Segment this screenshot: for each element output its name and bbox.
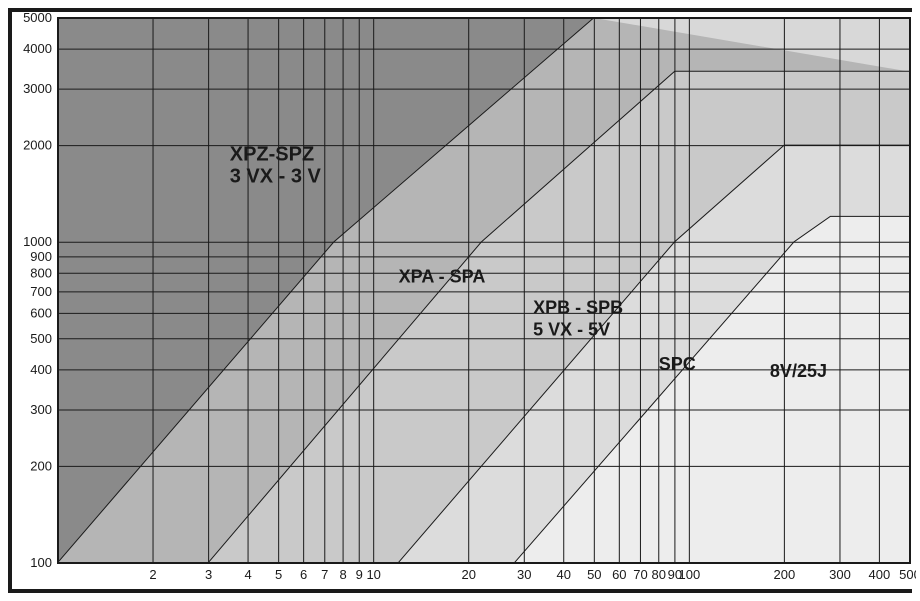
y-tick-label: 2000 (23, 138, 52, 153)
x-tick-label: 50 (587, 567, 601, 582)
region-label-8v-25j: 8V/25J (770, 361, 827, 381)
x-tick-label: 300 (829, 567, 851, 582)
x-tick-label: 10 (366, 567, 380, 582)
x-tick-label: 80 (652, 567, 666, 582)
y-tick-label: 100 (30, 555, 52, 570)
x-tick-label: 7 (321, 567, 328, 582)
x-tick-label: 60 (612, 567, 626, 582)
region-label-xpa-spa: XPA - SPA (399, 266, 486, 286)
x-tick-label: 5 (275, 567, 282, 582)
y-tick-label: 500 (30, 331, 52, 346)
x-tick-label: 500 (899, 567, 916, 582)
y-tick-label: 300 (30, 402, 52, 417)
x-tick-label: 40 (556, 567, 570, 582)
y-tick-label: 5000 (23, 12, 52, 25)
y-tick-label: 3000 (23, 81, 52, 96)
belt-selection-chart: 2345678910203040506070809010020030040050… (8, 8, 912, 593)
x-tick-label: 8 (339, 567, 346, 582)
x-tick-label: 20 (461, 567, 475, 582)
x-tick-label: 9 (356, 567, 363, 582)
x-tick-label: 70 (633, 567, 647, 582)
x-tick-label: 2 (149, 567, 156, 582)
y-tick-label: 400 (30, 362, 52, 377)
region-label-xpz-spz: 3 VX - 3 V (230, 165, 322, 187)
x-tick-label: 400 (869, 567, 891, 582)
region-label-xpb-spb: XPB - SPB (533, 297, 623, 317)
region-label-xpz-spz: XPZ-SPZ (230, 143, 314, 165)
y-tick-label: 200 (30, 458, 52, 473)
y-tick-label: 700 (30, 284, 52, 299)
y-tick-label: 600 (30, 305, 52, 320)
x-tick-label: 100 (679, 567, 701, 582)
x-tick-label: 30 (517, 567, 531, 582)
region-label-xpb-spb: 5 VX - 5V (533, 319, 610, 339)
y-tick-label: 900 (30, 249, 52, 264)
x-tick-label: 4 (244, 567, 251, 582)
region-label-spc: SPC (659, 354, 696, 374)
y-tick-label: 4000 (23, 41, 52, 56)
x-tick-label: 3 (205, 567, 212, 582)
x-tick-label: 6 (300, 567, 307, 582)
y-tick-label: 1000 (23, 234, 52, 249)
chart-svg: 2345678910203040506070809010020030040050… (12, 12, 916, 589)
y-tick-label: 800 (30, 265, 52, 280)
x-tick-label: 200 (774, 567, 796, 582)
